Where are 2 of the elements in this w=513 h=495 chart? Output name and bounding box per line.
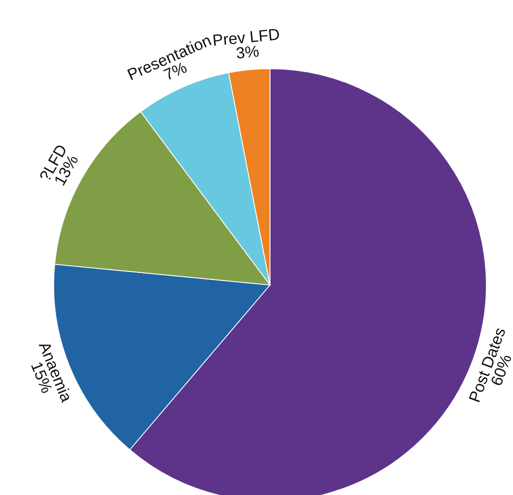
slice-label: Prev LFD	[213, 28, 280, 46]
data-label: 3%	[236, 45, 259, 59]
